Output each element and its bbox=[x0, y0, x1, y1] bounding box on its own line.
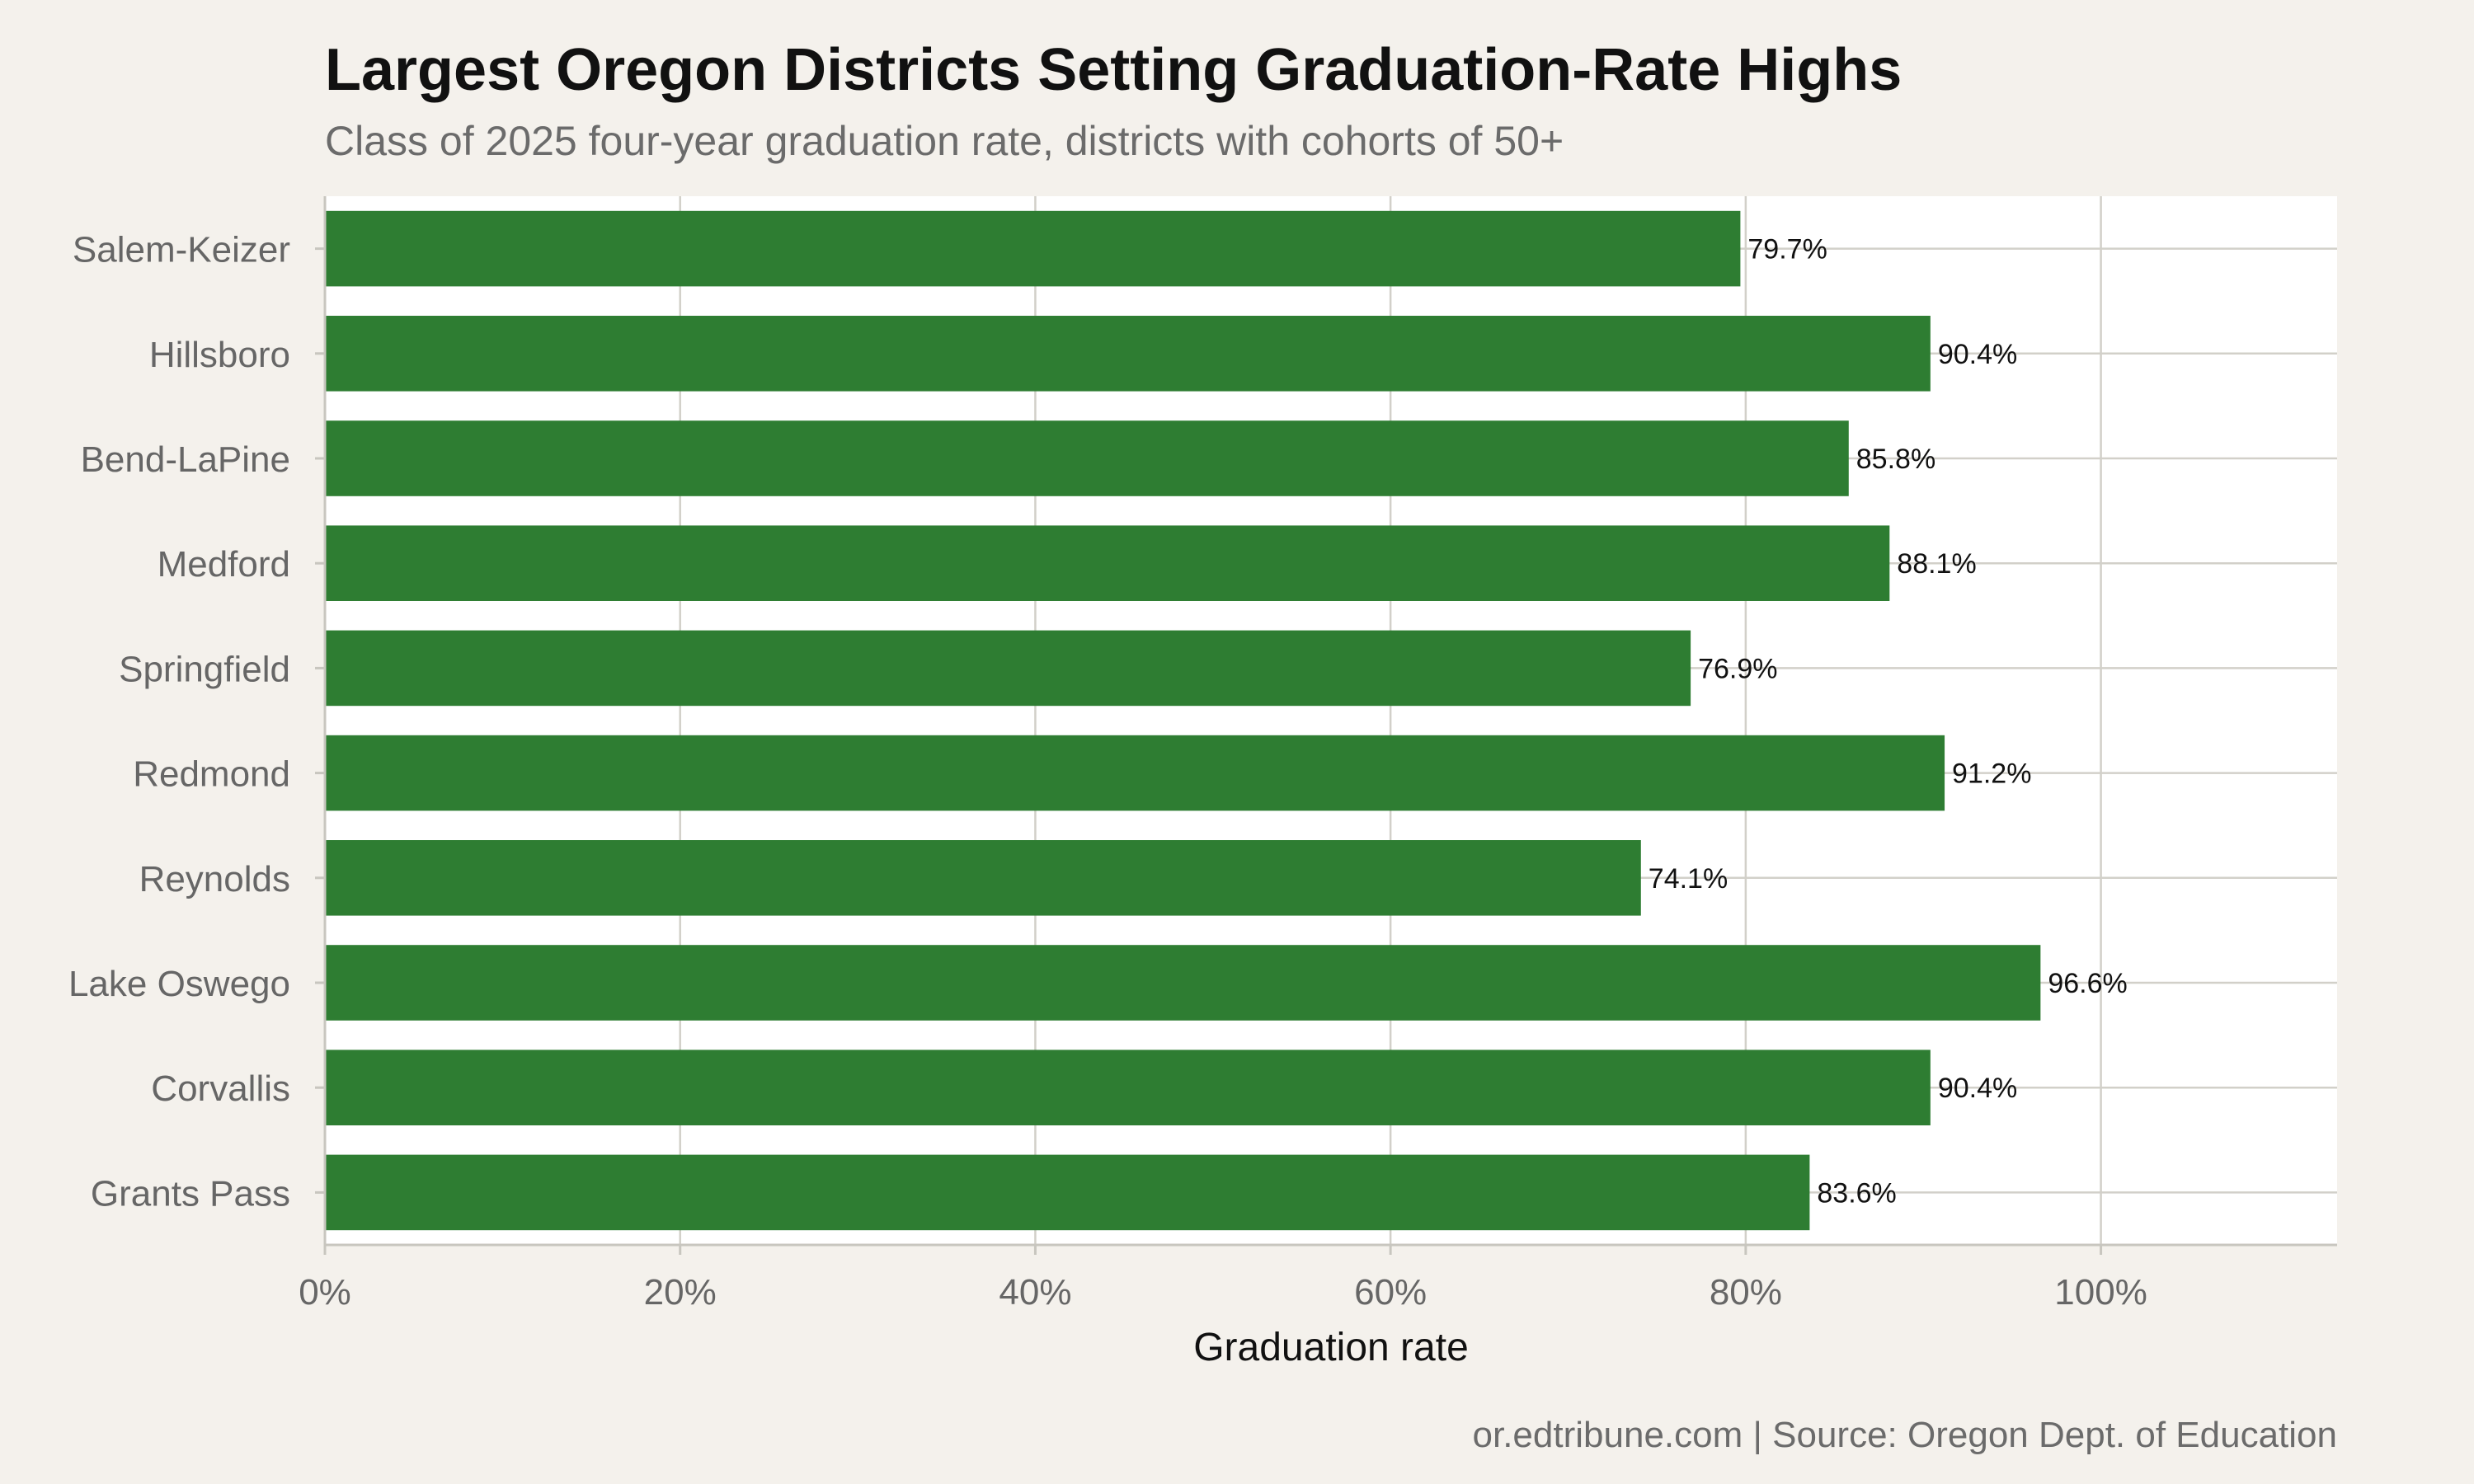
bar-salem-keizer bbox=[325, 210, 1741, 287]
data-label: 90.4% bbox=[1938, 1073, 2017, 1104]
labels: 0% 20% 40% 60% 80% 100% Salem-Keizer 79.7% Hills… bbox=[68, 230, 2147, 1313]
category-label: Corvallis bbox=[151, 1068, 290, 1109]
x-axis-title: Graduation rate bbox=[1193, 1326, 1469, 1369]
data-label: 76.9% bbox=[1698, 653, 1777, 684]
category-label: Grants Pass bbox=[91, 1173, 290, 1214]
data-label: 79.7% bbox=[1747, 234, 1827, 265]
category-label: Lake Oswego bbox=[68, 964, 290, 1004]
bars bbox=[325, 210, 2041, 1231]
x-tick-label: 0% bbox=[299, 1272, 351, 1313]
bar-redmond bbox=[325, 735, 1945, 811]
category-label: Salem-Keizer bbox=[73, 230, 290, 270]
bar-bend-lapine bbox=[325, 420, 1849, 496]
source-note: or.edtribune.com | Source: Oregon Dept. … bbox=[1472, 1415, 2337, 1455]
data-label: 90.4% bbox=[1938, 339, 2017, 370]
x-tick-label: 80% bbox=[1710, 1272, 1782, 1313]
data-label: 96.6% bbox=[2048, 968, 2127, 999]
x-tick-label: 100% bbox=[2054, 1272, 2147, 1313]
category-label: Hillsboro bbox=[149, 335, 290, 375]
bar-reynolds bbox=[325, 840, 1641, 916]
category-label: Medford bbox=[158, 544, 290, 585]
chart-subtitle: Class of 2025 four-year graduation rate,… bbox=[325, 118, 1564, 164]
category-label: Redmond bbox=[133, 754, 290, 795]
category-label: Bend-LaPine bbox=[81, 439, 290, 480]
category-label: Reynolds bbox=[139, 859, 290, 899]
bar-hillsboro bbox=[325, 316, 1931, 392]
data-label: 83.6% bbox=[1817, 1177, 1896, 1209]
bar-corvallis bbox=[325, 1050, 1931, 1125]
data-label: 74.1% bbox=[1649, 863, 1728, 895]
bar-springfield bbox=[325, 630, 1691, 707]
category-label: Springfield bbox=[119, 649, 290, 689]
data-label: 88.1% bbox=[1897, 548, 1976, 580]
data-label: 91.2% bbox=[1952, 758, 2031, 790]
chart-title: Largest Oregon Districts Setting Graduat… bbox=[325, 37, 1903, 103]
x-tick-label: 20% bbox=[644, 1272, 717, 1313]
x-tick-label: 60% bbox=[1354, 1272, 1427, 1313]
x-tick-label: 40% bbox=[999, 1272, 1071, 1313]
bar-medford bbox=[325, 525, 1890, 601]
data-label: 85.8% bbox=[1856, 444, 1935, 475]
bar-lake-oswego bbox=[325, 945, 2041, 1021]
bar-grants-pass bbox=[325, 1154, 1810, 1231]
